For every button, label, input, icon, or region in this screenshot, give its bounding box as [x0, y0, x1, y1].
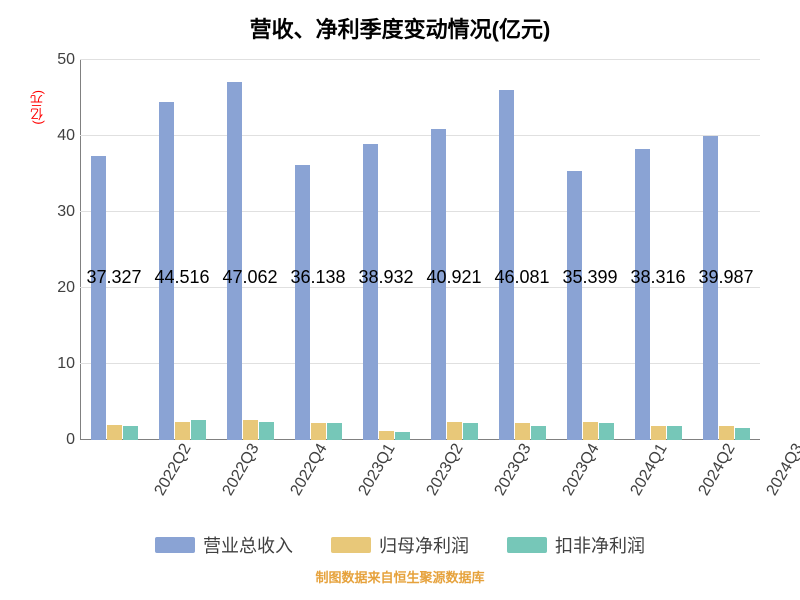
- chart-container: 营收、净利季度变动情况(亿元) (亿元) 010203040502022Q237…: [0, 0, 800, 600]
- bar-value-label: 38.316: [630, 267, 685, 288]
- x-tick-label: 2022Q4: [287, 441, 331, 499]
- bar-value-label: 40.921: [426, 267, 481, 288]
- bar: [123, 426, 138, 440]
- x-tick-label: 2022Q2: [151, 441, 195, 499]
- bar: [583, 422, 598, 440]
- bar-value-label: 38.932: [358, 267, 413, 288]
- bar: [107, 425, 122, 440]
- bar: [311, 423, 326, 440]
- bar-value-label: 47.062: [222, 267, 277, 288]
- x-tick-label: 2024Q2: [695, 441, 739, 499]
- bar: [703, 136, 718, 440]
- y-tick-label: 20: [45, 279, 75, 297]
- bar-value-label: 35.399: [562, 267, 617, 288]
- bar: [259, 422, 274, 440]
- legend-item: 扣非净利润: [507, 532, 645, 558]
- bar: [327, 423, 342, 440]
- legend-swatch: [155, 537, 195, 553]
- bar: [667, 426, 682, 440]
- bar: [635, 149, 650, 440]
- legend-label: 营业总收入: [203, 532, 293, 558]
- bar: [599, 423, 614, 440]
- bar: [243, 420, 258, 440]
- bar: [227, 82, 242, 440]
- y-axis-label: (亿元): [28, 90, 47, 125]
- bar: [295, 165, 310, 440]
- x-tick-label: 2023Q2: [423, 441, 467, 499]
- legend-swatch: [331, 537, 371, 553]
- x-tick-label: 2024Q3: [763, 441, 800, 499]
- bar: [191, 420, 206, 440]
- legend-item: 归母净利润: [331, 532, 469, 558]
- bar: [499, 90, 514, 440]
- chart-title: 营收、净利季度变动情况(亿元): [0, 0, 800, 44]
- plot-area: 010203040502022Q237.3272022Q344.5162022Q…: [80, 60, 760, 440]
- bar: [651, 426, 666, 440]
- legend-label: 归母净利润: [379, 532, 469, 558]
- bar: [515, 423, 530, 440]
- bar-group: [567, 171, 614, 440]
- x-tick-label: 2023Q3: [491, 441, 535, 499]
- bar: [735, 428, 750, 440]
- footer-note: 制图数据来自恒生聚源数据库: [0, 567, 800, 586]
- bar-group: [635, 149, 682, 440]
- y-tick-label: 50: [45, 51, 75, 69]
- bar-value-label: 39.987: [698, 267, 753, 288]
- legend: 营业总收入 归母净利润 扣非净利润: [0, 532, 800, 558]
- bar: [719, 426, 734, 440]
- bar-group: [91, 156, 138, 440]
- bar-value-label: 36.138: [290, 267, 345, 288]
- y-axis-line: [80, 60, 81, 440]
- y-tick-label: 10: [45, 355, 75, 373]
- x-tick-label: 2023Q4: [559, 441, 603, 499]
- bar: [395, 432, 410, 440]
- x-tick-label: 2022Q3: [219, 441, 263, 499]
- bar: [567, 171, 582, 440]
- bar: [175, 422, 190, 440]
- bar-group: [703, 136, 750, 440]
- bar-value-label: 44.516: [154, 267, 209, 288]
- bar-group: [227, 82, 274, 440]
- x-tick-label: 2023Q1: [355, 441, 399, 499]
- x-tick-label: 2024Q1: [627, 441, 671, 499]
- bar: [363, 144, 378, 440]
- bar-value-label: 46.081: [494, 267, 549, 288]
- bar-group: [363, 144, 410, 440]
- legend-item: 营业总收入: [155, 532, 293, 558]
- y-tick-label: 0: [45, 431, 75, 449]
- bar: [91, 156, 106, 440]
- bar: [379, 431, 394, 440]
- bar-group: [295, 165, 342, 440]
- legend-label: 扣非净利润: [555, 532, 645, 558]
- y-tick-label: 30: [45, 203, 75, 221]
- bar: [463, 423, 478, 440]
- y-tick-label: 40: [45, 127, 75, 145]
- bar: [447, 422, 462, 440]
- bar: [531, 426, 546, 440]
- grid-line: [80, 59, 760, 60]
- bar-group: [499, 90, 546, 440]
- bar-value-label: 37.327: [86, 267, 141, 288]
- legend-swatch: [507, 537, 547, 553]
